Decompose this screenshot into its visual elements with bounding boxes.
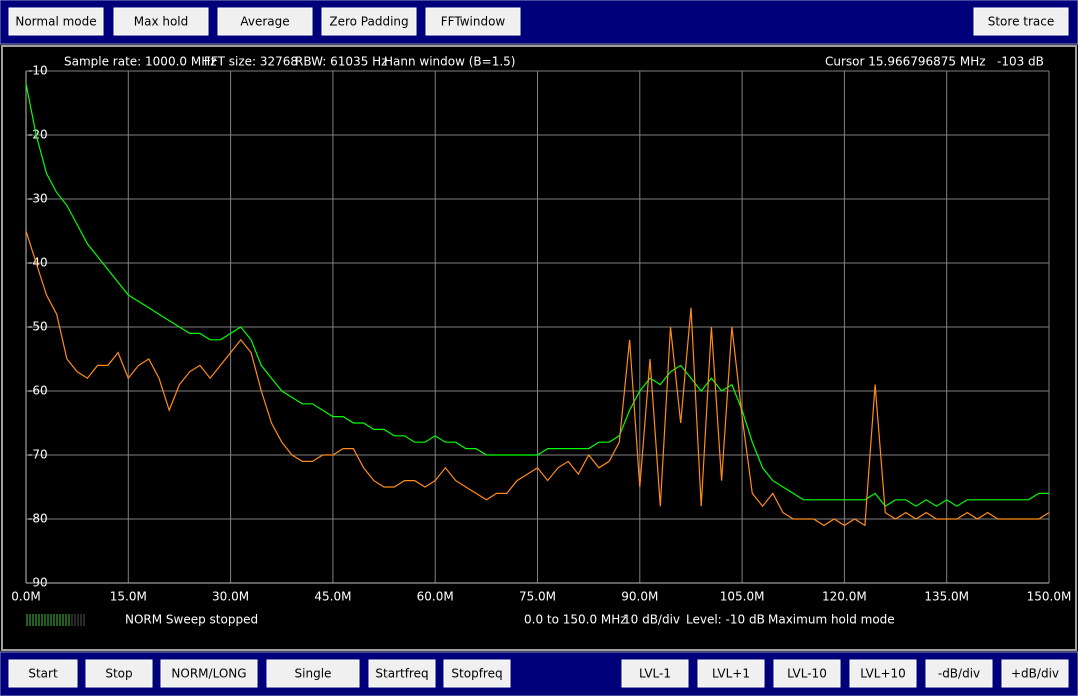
x-tick-label: 0.0M — [11, 590, 40, 604]
button-label[interactable]: Average — [240, 15, 289, 29]
cursor-info: Cursor 15.966796875 MHz -103 dB — [825, 55, 1044, 69]
y-tick-label: -40 — [28, 256, 48, 270]
button[interactable]: Normal mode — [8, 7, 104, 36]
x-tick-label: 90.0M — [621, 590, 658, 604]
button[interactable]: LVL+1 — [697, 659, 765, 688]
button[interactable]: Store trace — [973, 7, 1069, 36]
button-label[interactable]: LVL+10 — [860, 667, 906, 681]
button-face[interactable] — [217, 7, 313, 36]
y-tick-label: -30 — [28, 192, 48, 206]
plot-panel — [1, 45, 1077, 651]
button-label[interactable]: Startfreq — [375, 667, 428, 681]
button-face[interactable] — [85, 659, 153, 688]
button-label[interactable]: Max hold — [134, 15, 189, 29]
y-tick-label: -50 — [28, 320, 48, 334]
button[interactable]: Max hold — [113, 7, 209, 36]
button-label[interactable]: LVL+1 — [712, 667, 750, 681]
fft-size: FFT size: 32768 — [204, 55, 298, 69]
y-tick-label: -60 — [28, 384, 48, 398]
button-label[interactable]: Stop — [105, 667, 132, 681]
button-label[interactable]: -dB/div — [938, 667, 980, 681]
button[interactable]: +dB/div — [1001, 659, 1069, 688]
button-label[interactable]: Zero Padding — [329, 15, 408, 29]
button[interactable]: Start — [8, 659, 78, 688]
sweep-status: NORM Sweep stopped — [125, 613, 258, 627]
level: Level: -10 dB — [686, 613, 765, 627]
y-tick-label: -70 — [28, 448, 48, 462]
button-face[interactable] — [8, 659, 78, 688]
x-tick-label: 60.0M — [417, 590, 454, 604]
x-tick-label: 150.0M — [1027, 590, 1072, 604]
button[interactable]: Stopfreq — [443, 659, 511, 688]
button-label[interactable]: Store trace — [988, 15, 1055, 29]
button[interactable]: Average — [217, 7, 313, 36]
button-face[interactable] — [973, 7, 1069, 36]
button-label[interactable]: Normal mode — [15, 15, 96, 29]
mode: Maximum hold mode — [768, 613, 895, 627]
x-tick-label: 135.0M — [924, 590, 969, 604]
button[interactable]: FFTwindow — [425, 7, 521, 36]
button-face[interactable] — [113, 7, 209, 36]
button[interactable]: NORM/LONG — [160, 659, 258, 688]
button-face[interactable] — [266, 659, 360, 688]
button-label[interactable]: LVL-10 — [787, 667, 827, 681]
x-tick-label: 105.0M — [720, 590, 765, 604]
button-label[interactable]: NORM/LONG — [171, 667, 246, 681]
y-tick-label: -80 — [28, 512, 48, 526]
button[interactable]: Zero Padding — [321, 7, 417, 36]
button-face[interactable] — [443, 659, 511, 688]
button-face[interactable] — [925, 659, 993, 688]
x-tick-label: 15.0M — [110, 590, 147, 604]
button-face[interactable] — [621, 659, 689, 688]
x-tick-label: 30.0M — [212, 590, 249, 604]
button-face[interactable] — [773, 659, 841, 688]
button-face[interactable] — [849, 659, 917, 688]
signal-indicator — [26, 614, 85, 626]
sample-rate: Sample rate: 1000.0 MHz — [64, 55, 217, 69]
button-label[interactable]: FFTwindow — [441, 15, 506, 29]
y-tick-label: -20 — [28, 128, 48, 142]
button-face[interactable] — [368, 659, 436, 688]
button-face[interactable] — [160, 659, 258, 688]
x-tick-label: 45.0M — [314, 590, 351, 604]
button-face[interactable] — [321, 7, 417, 36]
y-tick-label: -10 — [28, 64, 48, 78]
button-label[interactable]: Single — [295, 667, 332, 681]
x-tick-label: 75.0M — [519, 590, 556, 604]
x-tick-label: 120.0M — [822, 590, 867, 604]
button[interactable]: LVL-10 — [773, 659, 841, 688]
scale: 10 dB/div — [623, 613, 680, 627]
trace — [25, 83, 1049, 507]
button-face[interactable] — [425, 7, 521, 36]
trace — [25, 230, 1050, 527]
button-face[interactable] — [1001, 659, 1069, 688]
button[interactable]: Startfreq — [368, 659, 436, 688]
button[interactable]: Stop — [85, 659, 153, 688]
button-label[interactable]: +dB/div — [1011, 667, 1059, 681]
button-label[interactable]: LVL-1 — [639, 667, 671, 681]
span: 0.0 to 150.0 MHz — [524, 613, 627, 627]
button[interactable]: Single — [266, 659, 360, 688]
button[interactable]: LVL-1 — [621, 659, 689, 688]
button-face[interactable] — [697, 659, 765, 688]
button-label[interactable]: Stopfreq — [451, 667, 502, 681]
button-face[interactable] — [8, 7, 104, 36]
button[interactable]: LVL+10 — [849, 659, 917, 688]
window-info: Hann window (B=1.5) — [384, 55, 515, 69]
button[interactable]: -dB/div — [925, 659, 993, 688]
button-label[interactable]: Start — [28, 667, 58, 681]
rbw: RBW: 61035 Hz — [295, 55, 387, 69]
